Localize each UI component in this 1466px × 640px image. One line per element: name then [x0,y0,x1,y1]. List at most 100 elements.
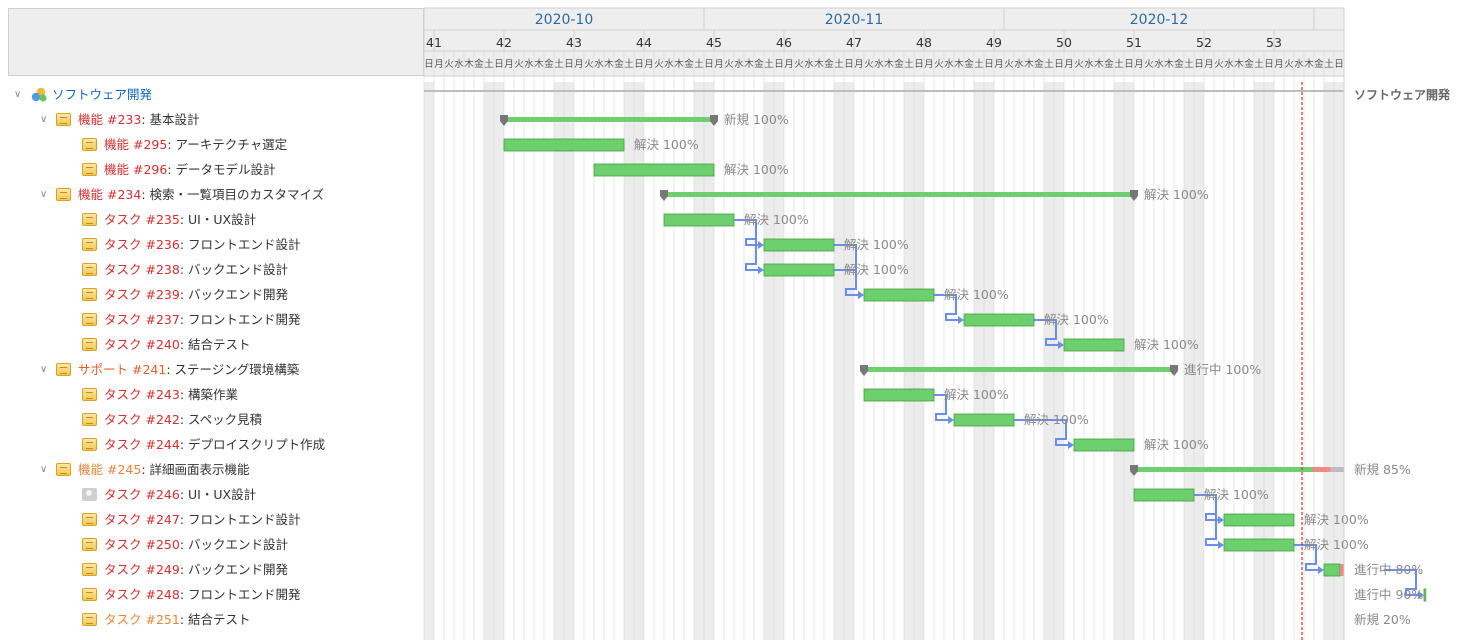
issue-row[interactable]: タスク #239: バックエンド開発 [0,282,424,307]
weekday-label: 金 [894,58,904,70]
issue-link[interactable]: タスク #246 [104,487,180,502]
issue-link[interactable]: タスク #251 [104,612,180,627]
task-bar-done [593,163,715,177]
week-label: 52 [1196,35,1212,50]
issue-id: #238 [145,262,180,277]
issue-link[interactable]: サポート #241 [78,362,166,377]
issue-icon [82,513,97,526]
expand-toggle-icon[interactable]: ∨ [40,464,48,475]
issue-link[interactable]: 機能 #234 [78,187,141,202]
issue-subject: バックエンド開発 [188,562,289,577]
day-column [1224,82,1234,640]
issue-link[interactable]: タスク #235 [104,212,180,227]
issue-link[interactable]: タスク #243 [104,387,180,402]
day-column [854,82,864,640]
issue-link[interactable]: タスク #248 [104,587,180,602]
issue-icon [56,188,71,201]
weekday-label: 日 [914,59,924,70]
issue-row[interactable]: 機能 #295: アーキテクチャ選定 [0,132,424,157]
issue-row[interactable]: タスク #244: デプロイスクリプト作成 [0,432,424,457]
issue-row[interactable]: タスク #243: 構築作業 [0,382,424,407]
issue-link[interactable]: タスク #250 [104,537,180,552]
day-column [464,82,474,640]
day-column [434,82,444,640]
issue-link[interactable]: タスク #237 [104,312,180,327]
day-column [784,82,794,640]
weekday-label: 金 [1034,58,1044,70]
expand-toggle-icon[interactable]: ∨ [40,114,48,125]
issue-row[interactable]: タスク #250: バックエンド設計 [0,532,424,557]
project-row[interactable]: ∨ ソフトウェア開発 [0,82,424,107]
day-column [494,82,504,640]
day-column [1234,82,1244,640]
issue-row[interactable]: ∨ 機能 #234: 検索・一覧項目のカスタマイズ [0,182,424,207]
issue-row[interactable]: タスク #240: 結合テスト [0,332,424,357]
issue-link[interactable]: 機能 #233 [78,112,141,127]
issue-link[interactable]: 機能 #245 [78,462,141,477]
issue-link[interactable]: タスク #244 [104,437,180,452]
issue-row[interactable]: ∨ サポート #241: ステージング環境構築 [0,357,424,382]
issue-row[interactable]: ∨ 機能 #245: 詳細画面表示機能 [0,457,424,482]
issue-id: #246 [145,487,180,502]
relation-arrowhead [758,241,764,249]
day-column [1164,82,1174,640]
issue-row[interactable]: タスク #235: UI・UX設計 [0,207,424,232]
issue-row[interactable]: タスク #246: UI・UX設計 [0,482,424,507]
issue-row[interactable]: ∨ 機能 #233: 基本設計 [0,107,424,132]
day-column [1154,82,1164,640]
parent-end-marker [1170,365,1178,376]
day-column [1064,82,1074,640]
weekday-label: 金 [964,58,974,70]
weekday-label: 木 [464,58,474,70]
issue-link[interactable]: 機能 #296 [104,162,167,177]
issue-icon [82,613,97,626]
expand-toggle-icon[interactable]: ∨ [40,189,48,200]
weekday-label: 月 [714,59,724,70]
issue-row[interactable]: タスク #238: バックエンド設計 [0,257,424,282]
day-column [814,82,824,640]
weekday-label: 木 [1234,58,1244,70]
expand-toggle-icon[interactable]: ∨ [40,364,48,375]
bar-status-label: 新規 85% [1354,462,1411,477]
weekday-label: 土 [694,58,704,70]
issue-icon [56,463,71,476]
weekday-label: 日 [984,59,994,70]
week-label: 49 [986,35,1002,50]
issue-link[interactable]: タスク #247 [104,512,180,527]
day-column [1044,82,1054,640]
parent-start-marker [860,365,868,376]
issue-link[interactable]: タスク #240 [104,337,180,352]
task-bar-done [763,238,835,252]
project-link[interactable]: ソフトウェア開発 [52,87,153,102]
issue-row[interactable]: タスク #237: フロントエンド開発 [0,307,424,332]
weekday-label: 月 [854,59,864,70]
issue-row[interactable]: タスク #236: フロントエンド設計 [0,232,424,257]
issue-row[interactable]: タスク #251: 結合テスト [0,607,424,632]
issue-subject: デプロイスクリプト作成 [188,437,326,452]
issue-id: #234 [107,187,142,202]
weekday-label: 金 [614,58,624,70]
issue-link[interactable]: タスク #238 [104,262,180,277]
issue-row[interactable]: 機能 #296: データモデル設計 [0,157,424,182]
issue-link[interactable]: タスク #242 [104,412,180,427]
day-column [694,82,704,640]
weekday-label: 金 [824,58,834,70]
issue-row[interactable]: タスク #247: フロントエンド設計 [0,507,424,532]
relation-arrow [1294,544,1320,571]
issue-subject: バックエンド設計 [188,262,289,277]
expand-toggle-icon[interactable]: ∨ [14,89,22,100]
issue-link[interactable]: タスク #239 [104,287,180,302]
issue-link[interactable]: タスク #236 [104,237,180,252]
issue-row[interactable]: タスク #242: スペック見積 [0,407,424,432]
day-column [634,82,644,640]
issue-link[interactable]: タスク #249 [104,562,180,577]
issue-row[interactable]: タスク #248: フロントエンド開発 [0,582,424,607]
issue-link[interactable]: 機能 #295 [104,137,167,152]
task-bar-done [503,138,625,152]
issue-row[interactable]: タスク #249: バックエンド開発 [0,557,424,582]
weekday-label: 水 [524,58,534,70]
issue-subject: 詳細画面表示機能 [149,462,250,477]
tracker-label: タスク [104,212,142,227]
weekday-label: 日 [494,59,504,70]
issue-icon [82,413,97,426]
